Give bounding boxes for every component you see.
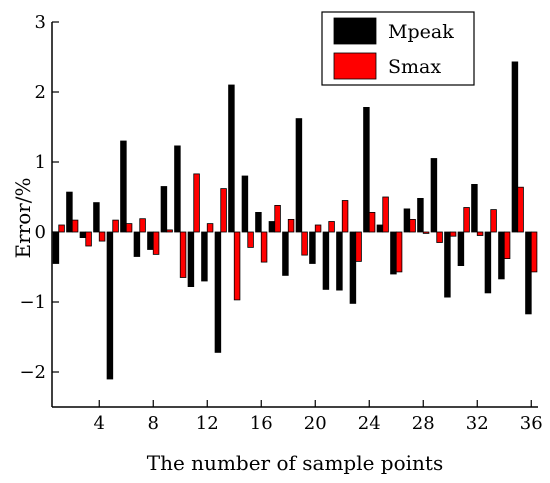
bar-mpeak-9 bbox=[160, 186, 168, 233]
bar-mpeak-36 bbox=[525, 231, 532, 315]
bar-smax-21 bbox=[328, 221, 335, 233]
bar-smax-5 bbox=[112, 219, 119, 233]
bar-smax-25 bbox=[382, 196, 389, 233]
bar-mpeak-13 bbox=[214, 231, 222, 353]
bar-smax-14 bbox=[233, 231, 241, 301]
y-tick-label: 3 bbox=[35, 12, 46, 33]
bar-smax-3 bbox=[85, 231, 92, 247]
bar-mpeak-12 bbox=[201, 231, 208, 282]
bar-smax-19 bbox=[301, 231, 308, 256]
bar-smax-34 bbox=[503, 231, 511, 260]
axes-layer bbox=[51, 21, 538, 408]
bar-smax-13 bbox=[220, 188, 227, 233]
bar-smax-11 bbox=[193, 173, 200, 233]
bar-mpeak-3 bbox=[79, 231, 87, 238]
legend-swatch-smax bbox=[333, 52, 377, 80]
bar-mpeak-5 bbox=[106, 231, 114, 380]
bar-smax-26 bbox=[395, 231, 403, 273]
bar-mpeak-16 bbox=[255, 211, 262, 233]
bar-smax-33 bbox=[490, 209, 497, 233]
legend-label-smax: Smax bbox=[388, 56, 441, 78]
bar-mpeak-15 bbox=[241, 175, 249, 233]
bar-smax-2 bbox=[71, 219, 79, 233]
bar-mpeak-11 bbox=[187, 231, 195, 287]
bar-smax-20 bbox=[314, 224, 322, 233]
bar-smax-7 bbox=[139, 218, 146, 233]
bar-smax-28 bbox=[422, 231, 430, 234]
bar-smax-23 bbox=[355, 231, 362, 262]
bar-smax-36 bbox=[530, 231, 538, 273]
bar-smax-22 bbox=[341, 200, 349, 233]
bar-smax-29 bbox=[436, 231, 443, 243]
bar-smax-24 bbox=[368, 211, 376, 233]
y-tick-label: 2 bbox=[35, 82, 46, 103]
bar-mpeak-22 bbox=[336, 231, 343, 291]
bar-mpeak-20 bbox=[309, 231, 316, 264]
bar-mpeak-7 bbox=[133, 231, 141, 257]
x-tick-label: 20 bbox=[304, 413, 327, 434]
x-tick-label: 12 bbox=[196, 413, 219, 434]
bar-smax-30 bbox=[449, 231, 457, 237]
bar-mpeak-28 bbox=[417, 197, 424, 233]
x-tick-label: 24 bbox=[358, 413, 381, 434]
bar-smax-31 bbox=[463, 207, 470, 233]
bars-layer bbox=[52, 61, 538, 380]
bar-smax-27 bbox=[409, 218, 416, 233]
x-tick-label: 28 bbox=[412, 413, 435, 434]
bar-mpeak-27 bbox=[403, 208, 411, 233]
y-axis-title: Error/% bbox=[11, 177, 35, 258]
bar-smax-35 bbox=[517, 186, 524, 233]
bar-smax-10 bbox=[179, 231, 187, 278]
bar-mpeak-25 bbox=[376, 224, 384, 233]
bar-mpeak-4 bbox=[93, 202, 100, 233]
bar-mpeak-14 bbox=[228, 84, 235, 233]
bar-smax-12 bbox=[206, 223, 214, 233]
bar-mpeak-2 bbox=[66, 191, 73, 233]
bar-mpeak-29 bbox=[430, 158, 438, 233]
bar-smax-4 bbox=[98, 231, 106, 242]
bar-smax-17 bbox=[274, 204, 281, 233]
bar-smax-16 bbox=[260, 231, 268, 263]
bar-mpeak-31 bbox=[457, 231, 465, 266]
bar-mpeak-33 bbox=[484, 231, 492, 294]
bar-smax-8 bbox=[152, 231, 160, 255]
bar-mpeak-6 bbox=[120, 140, 127, 233]
bar-mpeak-17 bbox=[268, 221, 276, 233]
bar-mpeak-21 bbox=[322, 231, 330, 290]
x-axis-title: The number of sample points bbox=[147, 451, 443, 475]
legend-label-mpeak: Mpeak bbox=[388, 21, 454, 43]
bar-mpeak-8 bbox=[147, 231, 154, 250]
bar-mpeak-26 bbox=[390, 231, 397, 275]
bar-mpeak-10 bbox=[174, 145, 181, 233]
bar-mpeak-34 bbox=[498, 231, 505, 280]
bar-smax-6 bbox=[125, 223, 133, 233]
bar-smax-15 bbox=[247, 231, 254, 248]
bar-smax-32 bbox=[476, 231, 484, 236]
bar-smax-9 bbox=[166, 229, 173, 233]
bar-mpeak-32 bbox=[471, 183, 478, 233]
bar-mpeak-19 bbox=[295, 118, 303, 233]
bar-mpeak-23 bbox=[349, 231, 357, 304]
bar-mpeak-1 bbox=[52, 231, 60, 264]
x-tick-label: 32 bbox=[466, 413, 489, 434]
bar-smax-18 bbox=[287, 218, 295, 233]
bar-smax-1 bbox=[58, 224, 65, 233]
y-tick-label: −2 bbox=[19, 362, 46, 383]
x-tick-label: 16 bbox=[250, 413, 273, 434]
x-tick-label: 36 bbox=[520, 413, 543, 434]
y-tick-label: −1 bbox=[19, 292, 46, 313]
bar-mpeak-30 bbox=[444, 231, 451, 298]
x-tick-label: 4 bbox=[94, 413, 105, 434]
bar-mpeak-24 bbox=[363, 107, 370, 233]
y-tick-label: 0 bbox=[35, 222, 46, 243]
legend-swatch-mpeak bbox=[333, 17, 377, 45]
x-tick-label: 8 bbox=[148, 413, 159, 434]
bar-mpeak-18 bbox=[282, 231, 289, 276]
bar-mpeak-35 bbox=[511, 61, 519, 233]
legend: Mpeak Smax bbox=[321, 11, 475, 86]
y-tick-label: 1 bbox=[35, 152, 46, 173]
